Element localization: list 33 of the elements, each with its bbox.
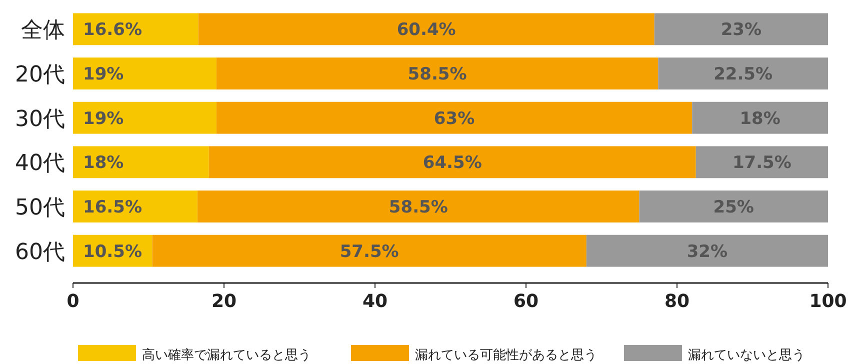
y-tick-label: 全体 [21, 18, 65, 44]
data-label: 60.4% [396, 20, 456, 40]
data-label: 63% [434, 108, 475, 129]
y-tick-label: 20代 [15, 62, 65, 88]
x-tick-label: 0 [66, 291, 80, 312]
y-tick-label: 50代 [15, 196, 65, 220]
data-label: 18% [83, 153, 124, 174]
y-tick-label: 30代 [15, 106, 65, 132]
data-label: 25% [713, 198, 754, 218]
data-label: 19% [83, 108, 124, 129]
data-label: 16.6% [83, 20, 142, 40]
data-label: 18% [740, 108, 780, 129]
x-tick-label: 40 [362, 291, 388, 312]
data-label: 17.5% [732, 153, 792, 174]
legend-label: 高い確率で漏れていると思う [142, 347, 311, 363]
x-tick-label: 20 [211, 291, 237, 312]
legend-label: 漏れている可能性があると思う [415, 348, 597, 363]
x-tick-label: 60 [513, 291, 539, 312]
data-label: 23% [720, 20, 762, 40]
x-tick-label: 100 [809, 291, 847, 312]
y-tick-label: 60代 [15, 240, 65, 265]
data-label: 19% [83, 64, 124, 84]
x-tick-label: 80 [664, 291, 690, 312]
data-label: 57.5% [340, 242, 399, 262]
data-label: 10.5% [83, 242, 142, 262]
data-label: 64.5% [422, 153, 482, 174]
data-label: 58.5% [388, 198, 448, 218]
data-label: 16.5% [83, 198, 142, 218]
data-label: 32% [686, 242, 728, 262]
data-label: 58.5% [408, 64, 467, 84]
y-tick-label: 40代 [15, 151, 65, 176]
legend-label: 漏れていないと思う [688, 348, 805, 363]
data-label: 22.5% [714, 64, 773, 84]
